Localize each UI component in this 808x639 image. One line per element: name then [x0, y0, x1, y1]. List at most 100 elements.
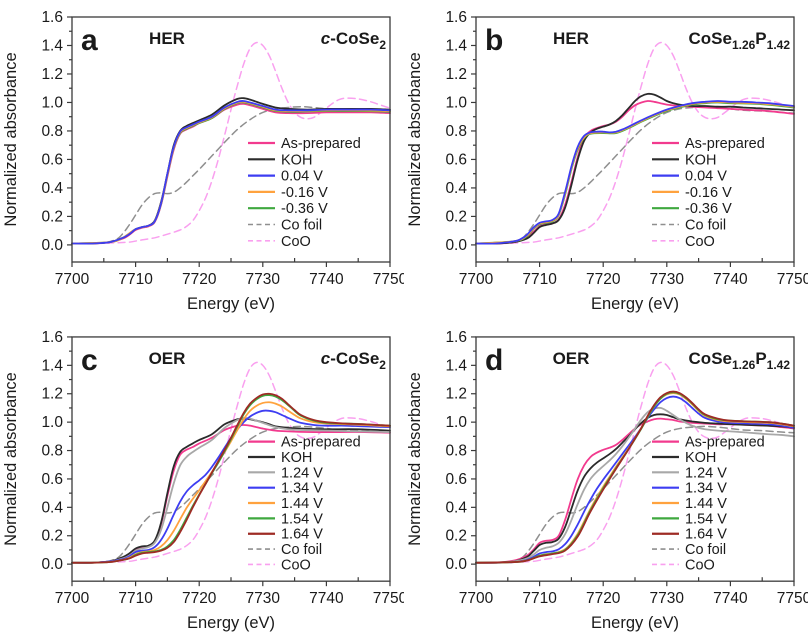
legend-label-0-04-v: 0.04 V	[281, 169, 323, 185]
legend-label-as-prepared: As-prepared	[685, 435, 765, 451]
y-tick-label: 1.0	[41, 94, 63, 111]
y-tick-label: 0.4	[41, 180, 63, 197]
curves	[475, 361, 795, 564]
curves	[71, 361, 391, 564]
x-axis-title: Energy (eV)	[187, 295, 275, 313]
panel-letter: c	[81, 344, 98, 377]
legend-label-0-16-v: -0.16 V	[685, 185, 732, 201]
y-tick-label: 0.8	[41, 443, 63, 460]
axis-ticks	[471, 16, 795, 267]
legend-item-1-54-v: 1.54 V	[248, 511, 323, 527]
legend-item-1-24-v: 1.24 V	[248, 465, 323, 481]
legend-item-0-04-v: 0.04 V	[652, 169, 727, 185]
y-tick-label: 1.4	[445, 357, 467, 374]
curve-1-64-v	[475, 390, 795, 564]
y-tick-label: 1.0	[41, 414, 63, 431]
chart-panel-c: 7700 7710 7720 7730 7740 7750 0.0 0.2 0.4 0.6 0.8 1…	[2, 329, 404, 632]
x-tick-label: 7750	[777, 271, 808, 288]
x-tick-label: 7700	[55, 590, 89, 607]
legend-label-coo: CoO	[281, 234, 311, 250]
legend-item-1-64-v: 1.64 V	[248, 527, 323, 543]
y-tick-label: 0.0	[41, 556, 63, 573]
panel-letter: b	[485, 24, 503, 57]
x-tick-label: 7720	[586, 590, 620, 607]
condition-label: OER	[553, 349, 590, 368]
legend-item-coo: CoO	[652, 234, 715, 250]
legend-label-1-24-v: 1.24 V	[281, 465, 323, 481]
legend-label-as-prepared: As-prepared	[685, 136, 765, 152]
legend-item-0-36-v: -0.36 V	[652, 201, 732, 217]
y-tick-label: 1.4	[41, 357, 63, 374]
legend-label-as-prepared: As-prepared	[281, 435, 361, 451]
legend-item-co-foil: Co foil	[248, 542, 322, 558]
y-tick-label: 0.0	[445, 237, 467, 254]
legend-label-co-foil: Co foil	[685, 542, 726, 558]
y-axis-title: Normalized absorbance	[406, 52, 424, 226]
legend-label-1-54-v: 1.54 V	[685, 511, 727, 527]
y-tick-label: 0.8	[445, 123, 467, 140]
curve-0-36-v	[71, 101, 391, 245]
panel-c: 7700 7710 7720 7730 7740 7750 0.0 0.2 0.4 0.6 0.8 1…	[0, 320, 404, 639]
legend-label-1-34-v: 1.34 V	[281, 481, 323, 497]
x-tick-label: 7710	[522, 590, 556, 607]
legend-label-coo: CoO	[281, 557, 311, 573]
y-tick-label: 0.6	[41, 471, 63, 488]
legend-item-1-44-v: 1.44 V	[652, 496, 727, 512]
y-tick-label: 1.4	[41, 37, 63, 54]
curve-as-prepared	[71, 102, 391, 245]
legend-label-0-36-v: -0.36 V	[685, 201, 732, 217]
x-tick-label: 7710	[522, 271, 557, 288]
plot-border	[71, 336, 391, 582]
sample-title: CoSe1.26P1.42	[688, 29, 790, 52]
y-axis-title: Normalized absorbance	[2, 372, 20, 546]
curve-koh	[71, 97, 391, 245]
condition-label: OER	[149, 349, 186, 368]
curve-co-foil	[475, 425, 795, 564]
chart-panel-d: 7700 7710 7720 7730 7740 7750 0.0 0.2 0.4 0.6 0.8 1…	[406, 329, 808, 632]
y-tick-label: 1.0	[445, 94, 467, 111]
legend-item-as-prepared: As-prepared	[248, 136, 361, 152]
legend-item-co-foil: Co foil	[652, 542, 726, 558]
curve-1-24-v	[71, 416, 391, 564]
curve-as-prepared	[475, 100, 795, 245]
y-tick-label: 1.0	[445, 414, 467, 431]
legend-label-co-foil: Co foil	[281, 218, 322, 234]
axis-ticks	[67, 16, 391, 267]
x-tick-label: 7740	[309, 590, 343, 607]
x-tick-label: 7750	[777, 590, 808, 607]
x-tick-label: 7750	[373, 271, 404, 288]
legend-item-0-16-v: -0.16 V	[652, 185, 732, 201]
curve-1-54-v	[71, 394, 391, 564]
legend-label-1-44-v: 1.44 V	[281, 496, 323, 512]
x-tick-label: 7700	[459, 271, 494, 288]
y-tick-label: 1.2	[41, 386, 63, 403]
x-tick-label: 7730	[650, 271, 685, 288]
y-tick-label: 1.6	[41, 329, 63, 346]
legend-item-co-foil: Co foil	[248, 218, 322, 234]
curve-1-64-v	[71, 392, 391, 564]
y-axis-title: Normalized absorbance	[406, 372, 424, 546]
y-tick-label: 1.2	[445, 386, 467, 403]
legend-label-0-04-v: 0.04 V	[685, 169, 727, 185]
legend-item-0-04-v: 0.04 V	[248, 169, 323, 185]
legend-item-as-prepared: As-prepared	[652, 435, 765, 451]
x-tick-label: 7740	[309, 271, 344, 288]
curve-koh	[475, 413, 795, 564]
panel-b: 7700 7710 7720 7730 7740 7750 0.0 0.2 0.4 0.6 0.8 1…	[404, 0, 808, 320]
legend-label-1-64-v: 1.64 V	[685, 527, 727, 543]
legend-label-coo: CoO	[685, 557, 715, 573]
x-tick-label: 7700	[55, 271, 90, 288]
legend-label-as-prepared: As-prepared	[281, 136, 361, 152]
y-tick-label: 0.2	[41, 528, 63, 545]
x-tick-label: 7720	[586, 271, 621, 288]
y-tick-label: 1.2	[41, 66, 63, 83]
curve-co-foil	[71, 425, 391, 564]
sample-title: c-CoSe2	[321, 29, 387, 52]
legend-label-koh: KOH	[281, 450, 312, 466]
legend-label-1-24-v: 1.24 V	[685, 465, 727, 481]
x-tick-label: 7730	[650, 590, 684, 607]
legend-item-1-24-v: 1.24 V	[652, 465, 727, 481]
y-tick-label: 1.6	[445, 9, 467, 26]
legend-item-1-44-v: 1.44 V	[248, 496, 323, 512]
